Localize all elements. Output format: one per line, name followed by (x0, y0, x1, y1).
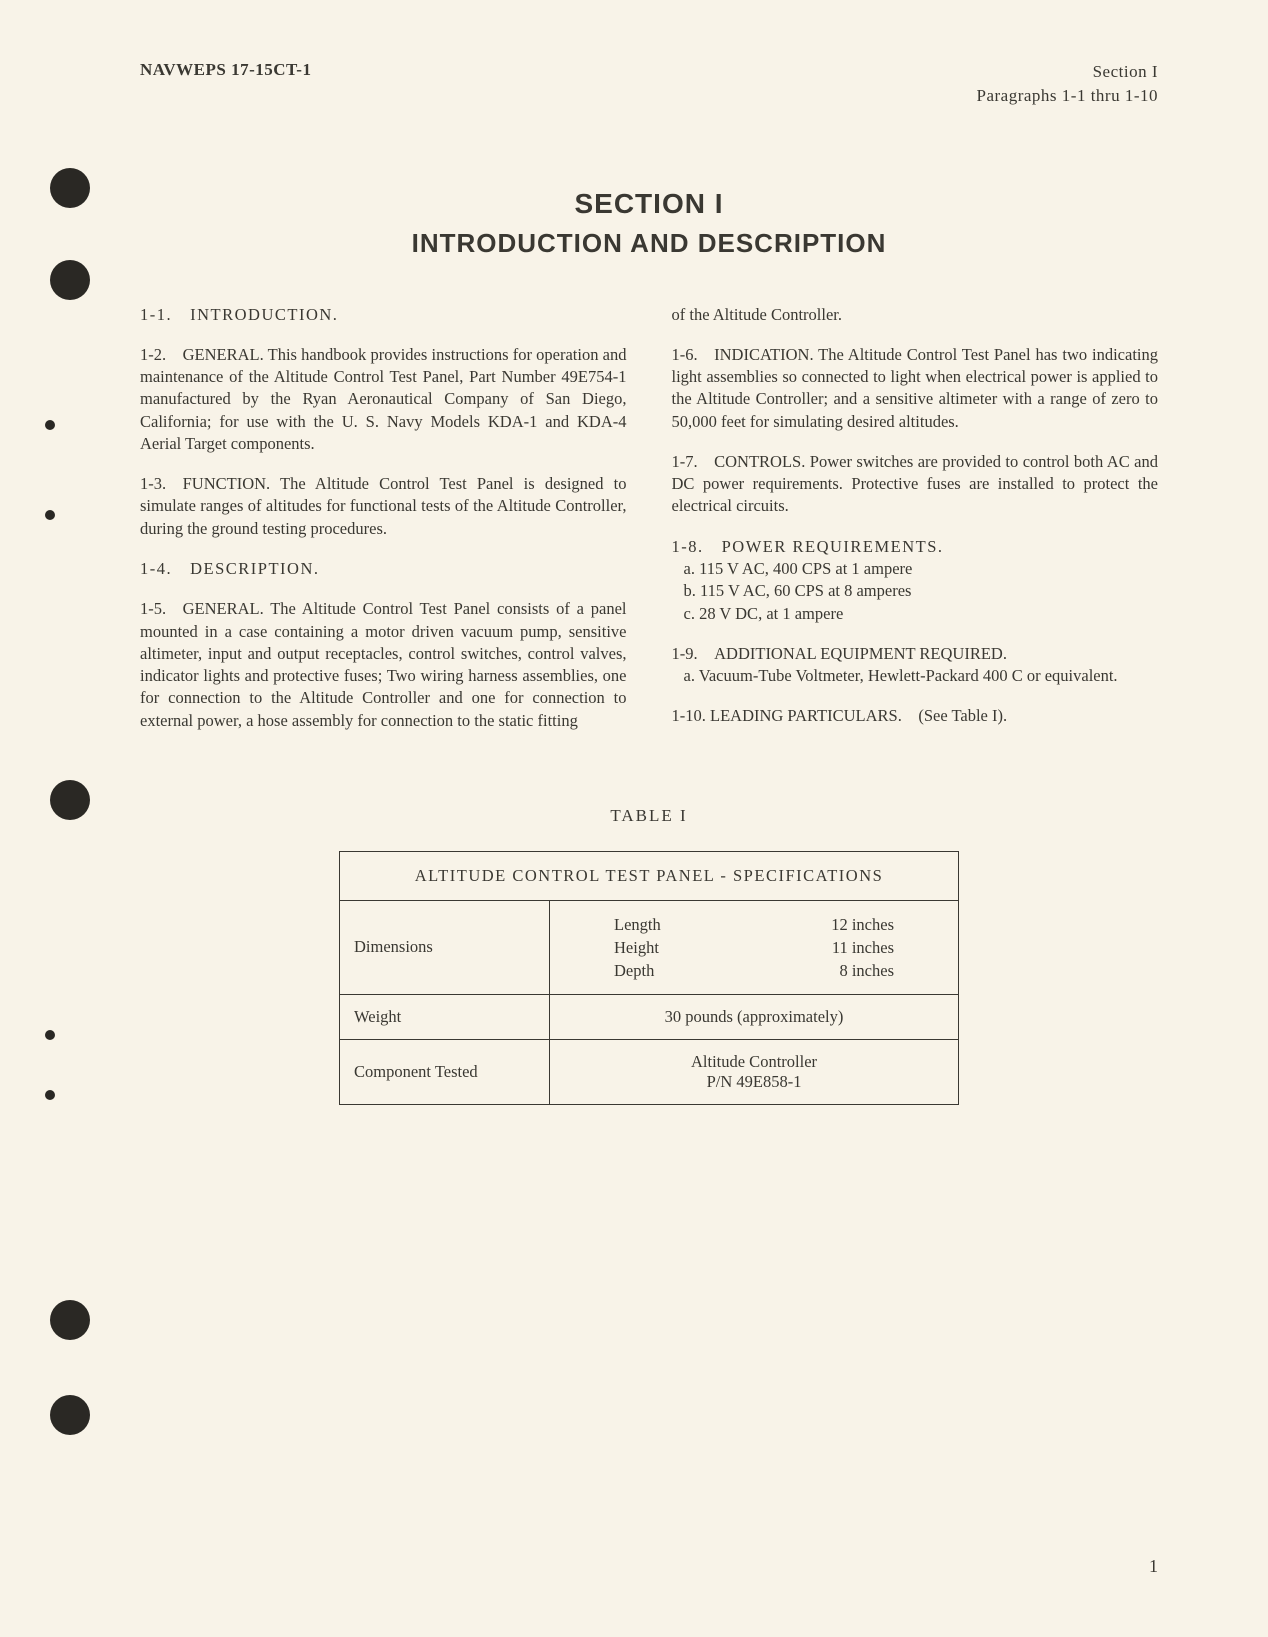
para-1-5-cont: of the Altitude Controller. (672, 304, 1159, 326)
para-1-6: 1-6. INDICATION. The Altitude Control Te… (672, 344, 1159, 433)
length-label: Length (614, 913, 754, 936)
para-1-2: 1-2. GENERAL. This handbook provides ins… (140, 344, 627, 455)
two-column-body: 1-1. INTRODUCTION. 1-2. GENERAL. This ha… (140, 304, 1158, 746)
punch-hole (50, 1395, 90, 1435)
table-title-row: ALTITUDE CONTROL TEST PANEL - SPECIFICAT… (340, 851, 959, 900)
component-line2: P/N 49E858-1 (580, 1072, 928, 1092)
component-value: Altitude Controller P/N 49E858-1 (550, 1039, 959, 1104)
punch-hole (45, 1030, 55, 1040)
para-1-4: 1-4. DESCRIPTION. (140, 558, 627, 580)
section-ref: Section I (977, 60, 1159, 84)
component-line1: Altitude Controller (580, 1052, 928, 1072)
para-1-9: 1-9. ADDITIONAL EQUIPMENT REQUIRED. a. V… (672, 643, 1159, 688)
column-left: 1-1. INTRODUCTION. 1-2. GENERAL. This ha… (140, 304, 627, 746)
page-container: NAVWEPS 17-15CT-1 Section I Paragraphs 1… (0, 0, 1268, 1637)
para-1-1: 1-1. INTRODUCTION. (140, 304, 627, 326)
height-label: Height (614, 936, 754, 959)
para-1-7: 1-7. CONTROLS. Power switches are provid… (672, 451, 1159, 518)
depth-label: Depth (614, 959, 754, 982)
length-value: 12 inches (754, 913, 894, 936)
dimensions-value: Length 12 inches Height 11 inches Depth … (550, 900, 959, 994)
punch-hole (50, 168, 90, 208)
depth-value: 8 inches (754, 959, 894, 982)
table-row-component: Component Tested Altitude Controller P/N… (340, 1039, 959, 1104)
para-1-8-head: 1-8. POWER REQUIREMENTS. (672, 536, 1159, 558)
header-right: Section I Paragraphs 1-1 thru 1-10 (977, 60, 1159, 108)
section-subtitle: INTRODUCTION AND DESCRIPTION (140, 228, 1158, 259)
punch-hole (45, 510, 55, 520)
para-1-3: 1-3. FUNCTION. The Altitude Control Test… (140, 473, 627, 540)
page-number: 1 (1149, 1556, 1158, 1577)
para-1-10: 1-10. LEADING PARTICULARS. (See Table I)… (672, 705, 1159, 727)
para-1-9-head: 1-9. ADDITIONAL EQUIPMENT REQUIRED. (672, 643, 1159, 665)
para-1-8-c: c. 28 V DC, at 1 ampere (672, 603, 1159, 625)
para-1-8-b: b. 115 V AC, 60 CPS at 8 amperes (672, 580, 1159, 602)
para-1-9-a: a. Vacuum-Tube Voltmeter, Hewlett-Packar… (672, 665, 1159, 687)
table-row-weight: Weight 30 pounds (approximately) (340, 994, 959, 1039)
para-1-8-a: a. 115 V AC, 400 CPS at 1 ampere (672, 558, 1159, 580)
weight-value: 30 pounds (approximately) (550, 994, 959, 1039)
table-label: TABLE I (140, 806, 1158, 826)
column-right: of the Altitude Controller. 1-6. INDICAT… (672, 304, 1159, 746)
para-1-8: 1-8. POWER REQUIREMENTS. a. 115 V AC, 40… (672, 536, 1159, 625)
dimensions-label: Dimensions (340, 900, 550, 994)
para-range: Paragraphs 1-1 thru 1-10 (977, 84, 1159, 108)
component-label: Component Tested (340, 1039, 550, 1104)
page-header: NAVWEPS 17-15CT-1 Section I Paragraphs 1… (140, 60, 1158, 108)
punch-hole (45, 1090, 55, 1100)
table-row-dimensions: Dimensions Length 12 inches Height 11 in… (340, 900, 959, 994)
doc-id: NAVWEPS 17-15CT-1 (140, 60, 311, 108)
section-title: SECTION I (140, 188, 1158, 220)
punch-hole (50, 260, 90, 300)
punch-hole (45, 420, 55, 430)
para-1-5: 1-5. GENERAL. The Altitude Control Test … (140, 598, 627, 732)
spec-table: ALTITUDE CONTROL TEST PANEL - SPECIFICAT… (339, 851, 959, 1105)
height-value: 11 inches (754, 936, 894, 959)
punch-hole (50, 1300, 90, 1340)
weight-label: Weight (340, 994, 550, 1039)
table-title: ALTITUDE CONTROL TEST PANEL - SPECIFICAT… (340, 851, 959, 900)
punch-hole (50, 780, 90, 820)
